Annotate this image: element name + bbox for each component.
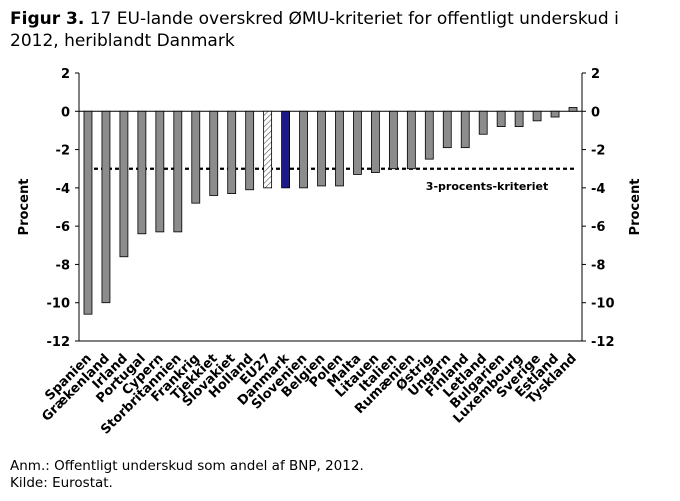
bar-italien — [388, 110, 398, 170]
y-axis-label-left: Procent — [17, 179, 32, 236]
bar-belgien — [317, 110, 326, 187]
bar-portugal — [137, 110, 147, 235]
y-tick-label-left: -12 — [47, 335, 71, 350]
bar-slovakiet — [227, 110, 237, 194]
y-tick-label-right: -4 — [591, 182, 605, 197]
bar-cypern — [155, 110, 165, 233]
bar-østrig — [424, 110, 434, 160]
y-tick-label-right: -12 — [591, 335, 615, 350]
bar-tjekkiet — [209, 110, 219, 196]
reference-line-label: 3-procents-kriteriet — [426, 180, 548, 193]
bar-estland — [550, 110, 560, 118]
figure-label: Figur 3. — [10, 9, 85, 29]
bar-ungarn — [442, 110, 452, 149]
axes: 2 2 0 0 -2 -2 -4 -4 -6 -6 -8 -8 -10 -10 -12 -12 — [47, 67, 615, 350]
bar-irland — [119, 110, 129, 258]
y-tick-label-left: 0 — [61, 105, 70, 120]
bar-finland — [460, 110, 470, 149]
bar-slovenien — [299, 110, 308, 189]
note-anm: Anm.: Offentligt underskud som andel af … — [10, 458, 364, 474]
bar-letland — [478, 110, 488, 135]
chart-title: Figur 3. 17 EU-lande overskred ØMU-krite… — [10, 8, 650, 52]
footnotes: Anm.: Offentligt underskud som andel af … — [10, 458, 364, 492]
y-tick-label-right: -8 — [591, 258, 605, 273]
bar-holland — [245, 110, 255, 191]
category-labels: SpanienGrækenlandIrlandPortugalCypernSto… — [39, 351, 580, 438]
bar-grækenland — [101, 110, 111, 304]
y-tick-label-left: 2 — [61, 67, 70, 82]
y-axis-label-right: Procent — [628, 179, 643, 236]
bars — [83, 107, 578, 315]
bar-spanien — [83, 110, 93, 315]
bar-malta — [353, 110, 362, 175]
bar-rumænien — [406, 110, 416, 170]
bar-polen — [335, 110, 344, 187]
y-tick-label-right: -6 — [591, 220, 605, 235]
figure-title: 17 EU-lande overskred ØMU-kriteriet for … — [10, 9, 619, 51]
y-tick-label-left: -4 — [56, 182, 70, 197]
bar-frankrig — [191, 110, 201, 204]
bar-sverige — [532, 110, 542, 122]
y-tick-label-right: -10 — [591, 297, 615, 312]
y-tick-label-right: 2 — [591, 67, 600, 82]
y-tick-label-left: -2 — [56, 144, 70, 159]
bar-tyskland — [568, 107, 578, 112]
bar-eu27 — [263, 110, 273, 189]
bar-danmark — [281, 110, 290, 189]
bar-luxembourg — [514, 110, 524, 127]
y-tick-label-left: -10 — [47, 297, 71, 312]
bar-litauen — [371, 110, 380, 173]
bar-bulgarien — [496, 110, 506, 127]
y-tick-label-right: 0 — [591, 105, 600, 120]
note-source: Kilde: Eurostat. — [10, 475, 113, 491]
y-tick-label-left: -8 — [56, 258, 70, 273]
bar-storbritannien — [173, 110, 183, 233]
y-tick-label-right: -2 — [591, 144, 605, 159]
y-tick-label-left: -6 — [56, 220, 70, 235]
